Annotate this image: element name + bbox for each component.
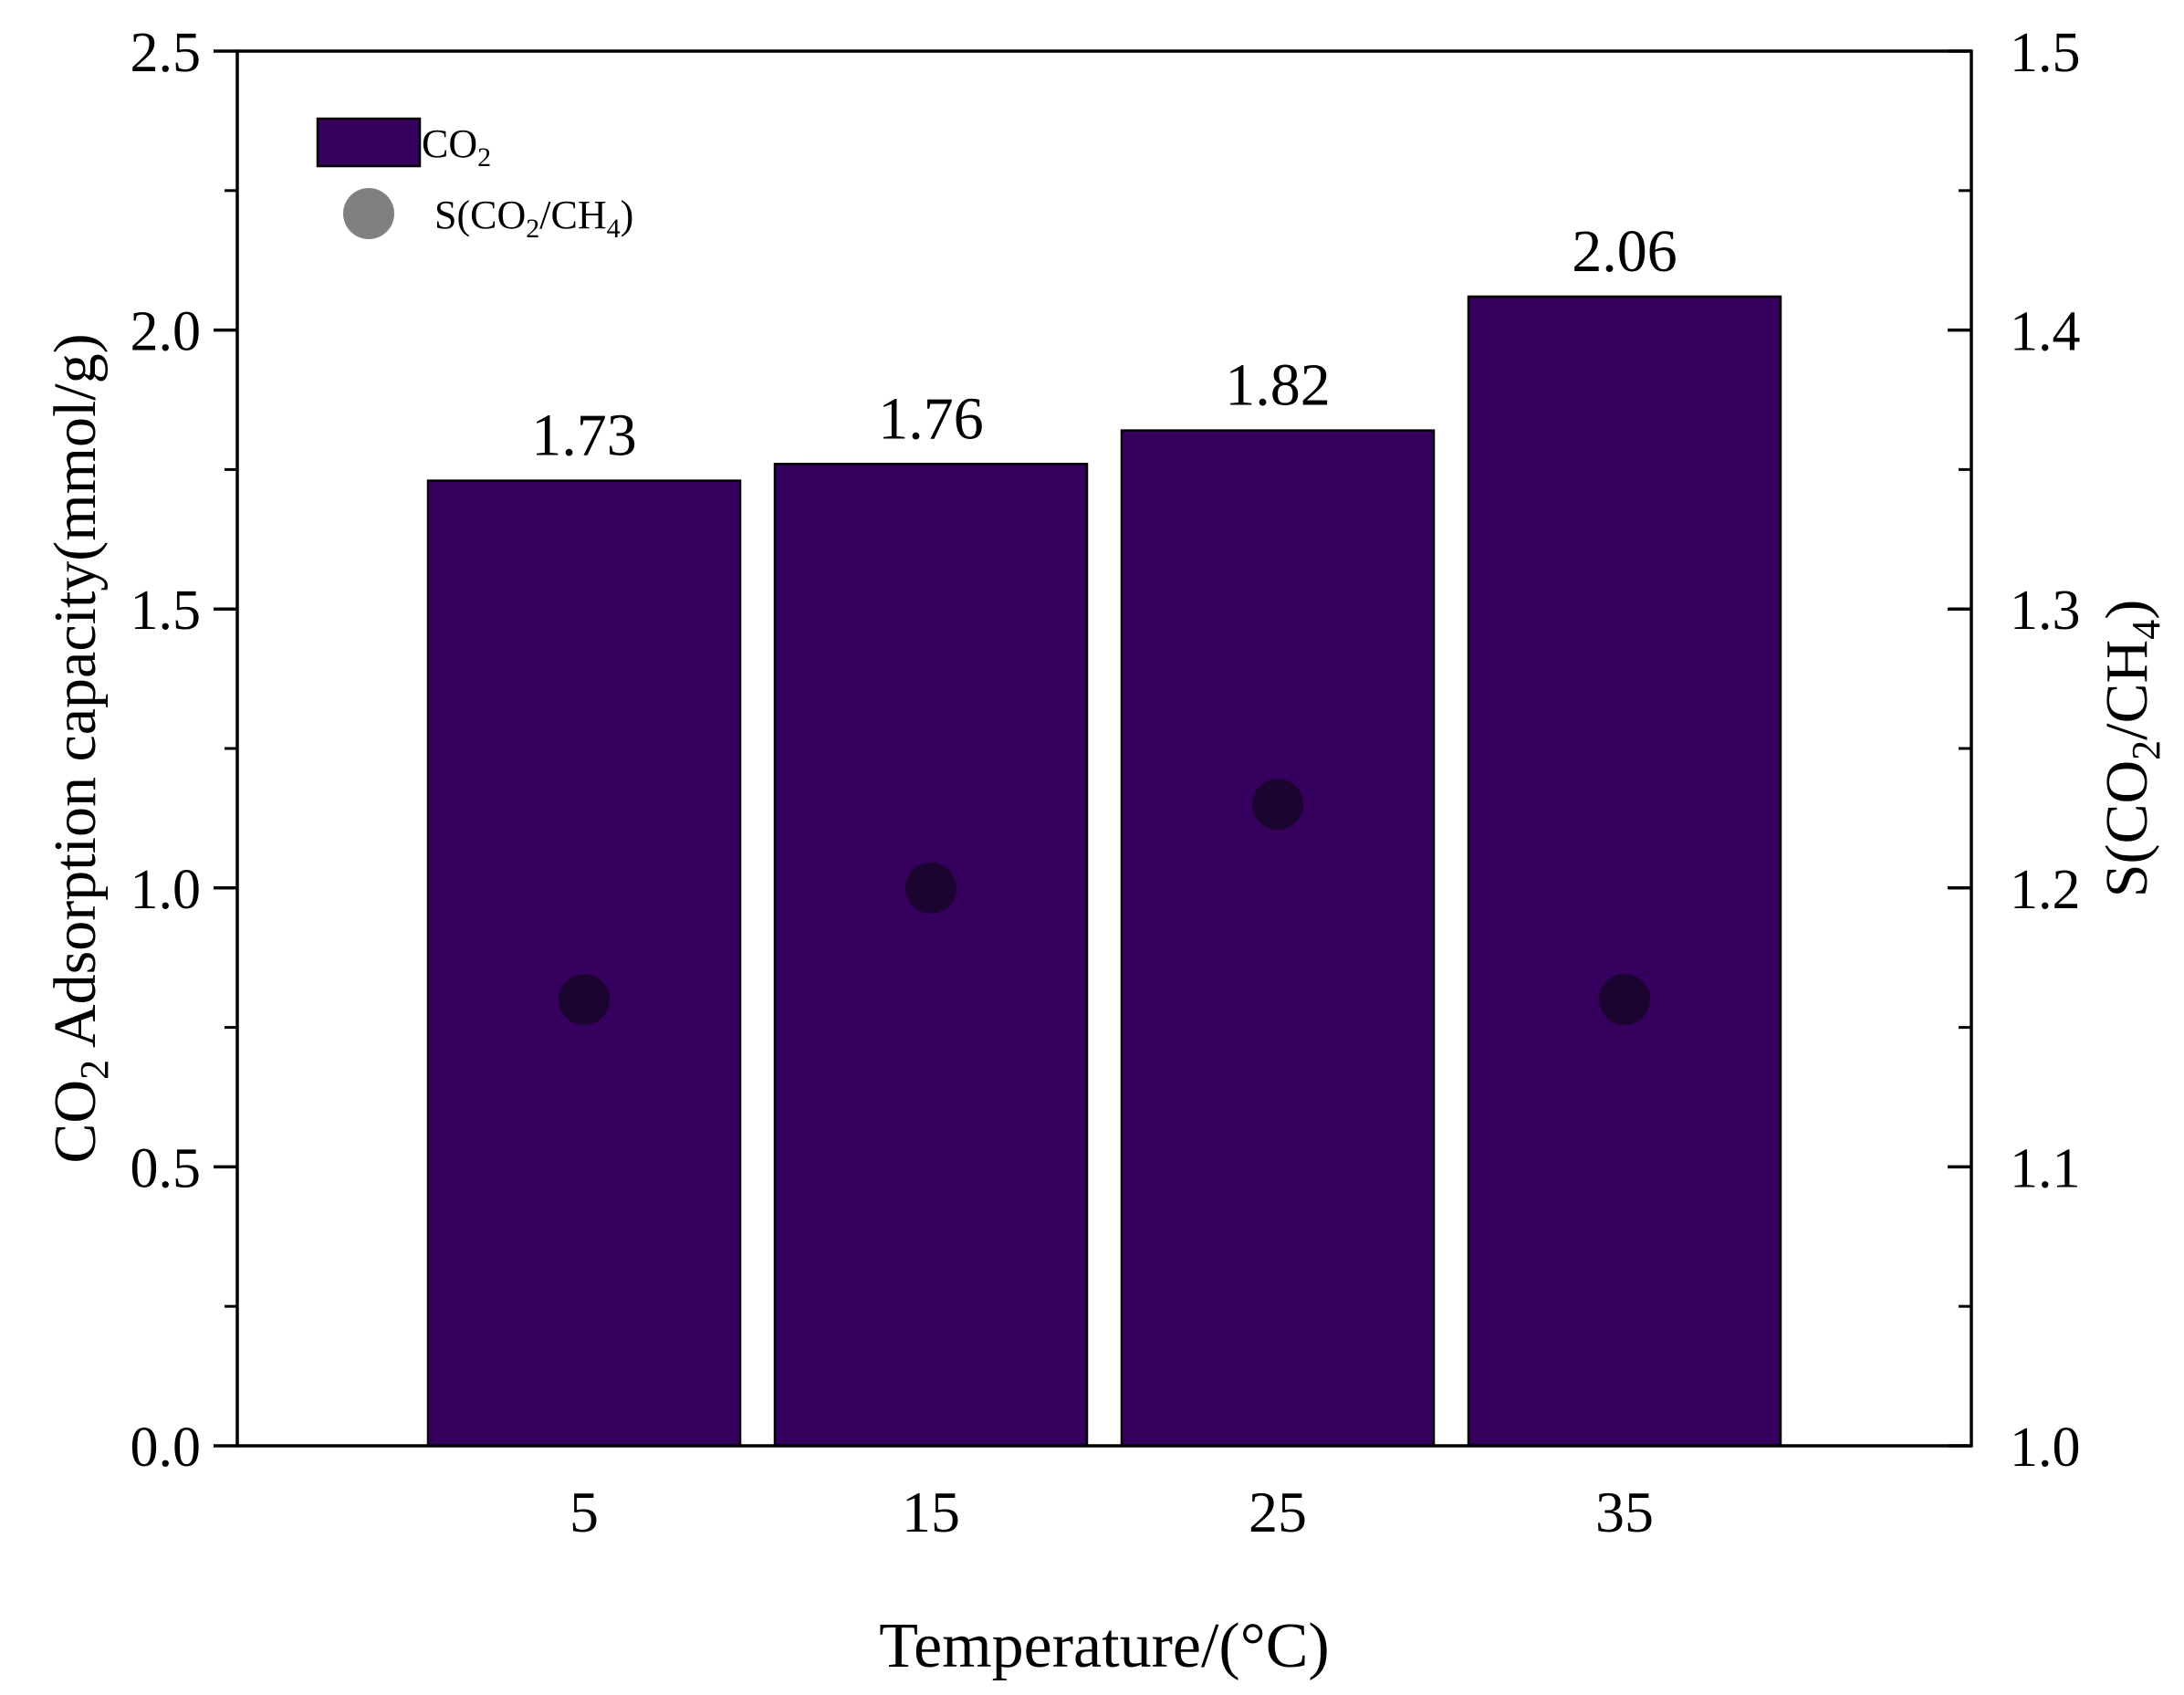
right-tick-label: 1.4 bbox=[2010, 301, 2081, 363]
bar-5 bbox=[426, 479, 742, 1448]
selectivity-point-35 bbox=[1599, 974, 1650, 1026]
left-tick-label: 1.0 bbox=[131, 859, 202, 921]
legend-bar-label: CO2 bbox=[422, 121, 491, 173]
right-tick-label: 1.3 bbox=[2010, 580, 2081, 642]
x-tick-label: 25 bbox=[1249, 1480, 1307, 1544]
legend-point-label: S(CO2/CH4) bbox=[434, 193, 633, 244]
bar-value-label: 1.82 bbox=[1225, 352, 1331, 419]
labels-layer: 1.73 1.76 1.82 2.06 0.0 0.5 1.0 1.5 2.0 2.5 1.0 1.1… bbox=[42, 22, 2168, 1681]
right-axis-title: S(CO2/CH4) bbox=[2094, 600, 2168, 897]
left-tick-label: 0.0 bbox=[131, 1417, 202, 1479]
right-tick-label: 1.0 bbox=[2010, 1417, 2081, 1479]
points-layer bbox=[559, 779, 1650, 1026]
bar-35 bbox=[1467, 295, 1782, 1448]
bar-value-label: 1.73 bbox=[531, 403, 637, 469]
bar-value-label: 2.06 bbox=[1572, 218, 1677, 285]
left-tick-label: 2.5 bbox=[131, 22, 202, 84]
right-tick-label: 1.1 bbox=[2010, 1137, 2081, 1199]
axes-layer bbox=[214, 49, 1971, 1448]
x-tick-label: 35 bbox=[1595, 1480, 1654, 1544]
right-tick-label: 1.5 bbox=[2010, 22, 2081, 84]
left-axis-title: CO2 Adsorption capacity(mmol/g) bbox=[42, 333, 117, 1163]
left-tick-label: 2.0 bbox=[131, 301, 202, 363]
bar-value-label: 1.76 bbox=[878, 385, 984, 452]
selectivity-point-15 bbox=[905, 862, 956, 914]
x-tick-label: 15 bbox=[902, 1480, 960, 1544]
selectivity-point-5 bbox=[559, 974, 610, 1026]
legend-point-swatch bbox=[343, 188, 394, 239]
left-tick-label: 0.5 bbox=[131, 1137, 202, 1199]
legend: CO2 S(CO2/CH4) bbox=[316, 117, 633, 244]
bar-15 bbox=[773, 463, 1089, 1448]
x-axis-title: Temperature/(°C) bbox=[879, 1611, 1329, 1681]
bar-25 bbox=[1120, 429, 1436, 1448]
legend-bar-swatch bbox=[316, 117, 422, 168]
left-tick-label: 1.5 bbox=[131, 580, 202, 642]
x-tick-label: 5 bbox=[570, 1480, 599, 1544]
bars-layer bbox=[426, 295, 1782, 1448]
selectivity-point-25 bbox=[1252, 779, 1303, 831]
right-tick-label: 1.2 bbox=[2010, 859, 2081, 921]
